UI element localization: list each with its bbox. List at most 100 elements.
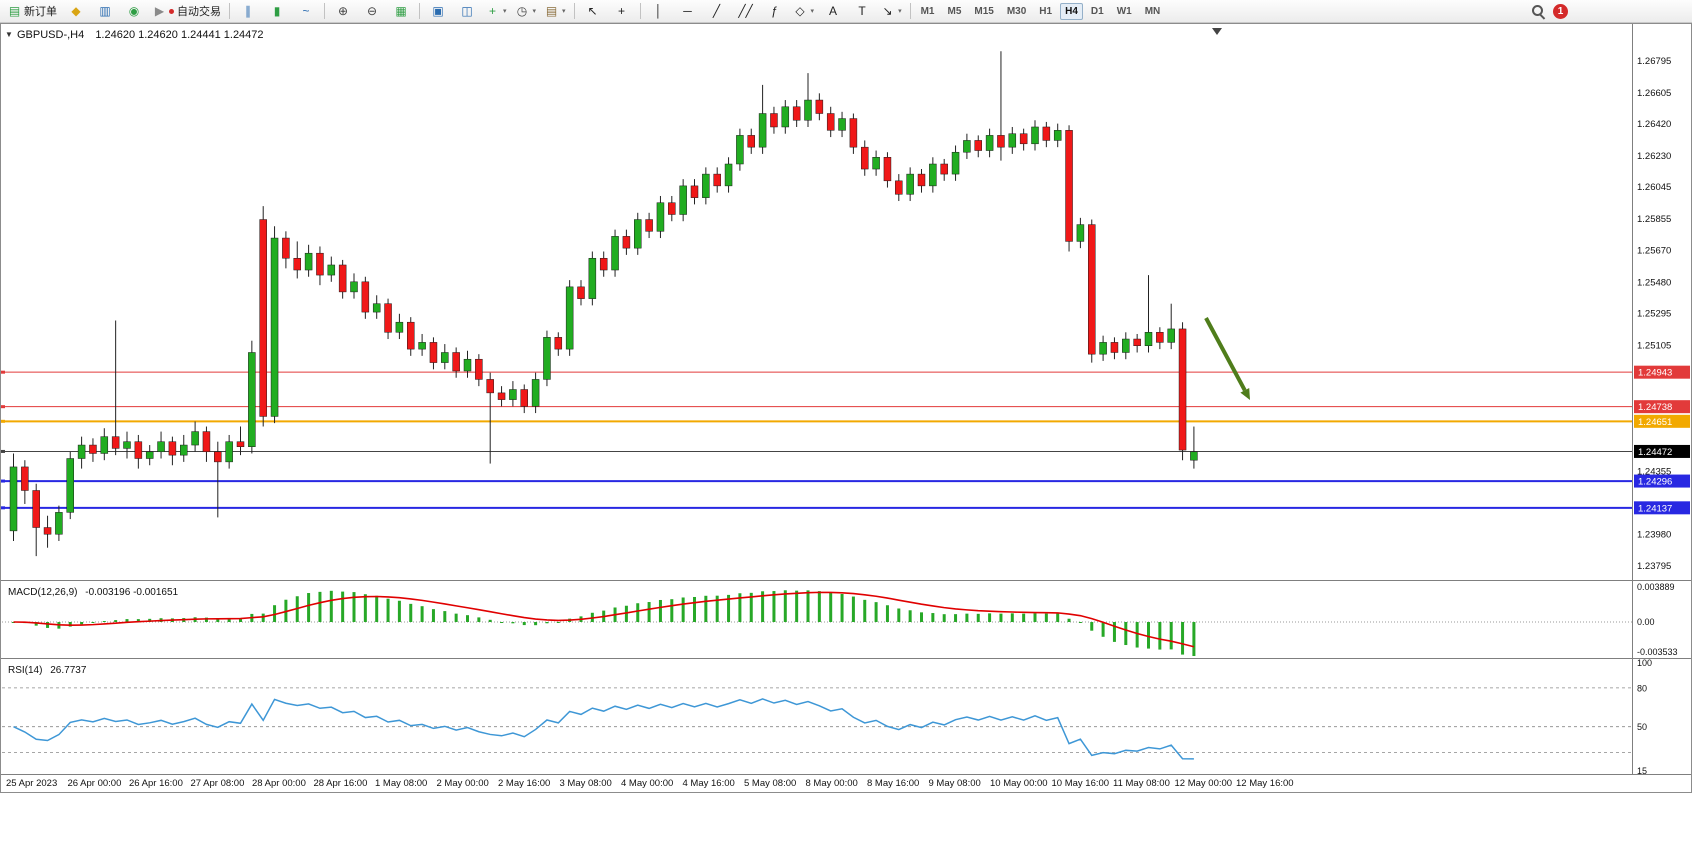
search-button[interactable]	[1524, 1, 1552, 22]
timeframe-h4[interactable]: H4	[1060, 2, 1083, 20]
shapes-button[interactable]: ◇ ▾	[790, 1, 819, 22]
vertical-line-button[interactable]: │	[645, 1, 673, 22]
clock-icon: ◷	[516, 4, 528, 18]
arrows-button[interactable]: ↘ ▾	[877, 1, 906, 22]
bars-chart-button[interactable]: ∥	[234, 1, 262, 22]
chart-background	[1, 24, 1691, 792]
macd-histogram-bar	[658, 599, 662, 622]
macd-histogram-bar	[329, 590, 333, 622]
cursor-button[interactable]: ↖	[579, 1, 607, 22]
chart-symbol-title: GBPUSD-,H4	[17, 29, 84, 41]
time-axis: 25 Apr 2023 26 Apr 00:00 26 Apr 16:00 27 Ap…	[6, 778, 1294, 789]
rsi-axis-label: 80	[1637, 683, 1647, 693]
crosshair-button[interactable]: +	[608, 1, 636, 22]
time-axis-label: 28 Apr 00:00	[252, 778, 306, 789]
timeframe-m30[interactable]: M30	[1006, 5, 1027, 17]
chart-ohlc-values: 1.24620 1.24620 1.24441 1.24472	[95, 29, 263, 41]
macd-histogram-bar	[693, 596, 696, 622]
macd-histogram-bar	[897, 608, 901, 622]
zoom-in-button[interactable]: ⊕	[329, 1, 357, 22]
arrange-windows-button[interactable]: ◫	[453, 1, 481, 22]
notification-badge[interactable]: 1	[1553, 3, 1568, 19]
timeframe-m1[interactable]: M1	[920, 5, 935, 17]
price-line-left-marker	[0, 405, 5, 409]
time-axis-label: 26 Apr 00:00	[68, 778, 122, 789]
trend-arrow[interactable]	[1204, 317, 1250, 400]
time-axis-label: 26 Apr 16:00	[129, 778, 183, 789]
new-order-button[interactable]: ▤ 新订单	[4, 1, 61, 22]
price-line-tag-label: 1.24651	[1638, 417, 1672, 428]
candles-chart-button[interactable]: ▮	[263, 1, 291, 22]
cascade-windows-button[interactable]: ▣	[424, 1, 452, 22]
tile-windows-button[interactable]: ▦	[387, 1, 415, 22]
periods-button[interactable]: ◷ ▾	[512, 1, 541, 22]
timeframe-m15[interactable]: M15	[974, 5, 994, 17]
macd-histogram-bar	[273, 605, 277, 622]
macd-histogram-bar	[1181, 622, 1185, 655]
macd-histogram-bar	[477, 617, 481, 622]
label-button[interactable]: T	[848, 1, 876, 22]
indicators-button[interactable]: + ▾	[482, 1, 511, 22]
macd-histogram-bar	[386, 598, 390, 622]
macd-histogram-bar	[749, 592, 753, 622]
macd-histogram-bar	[715, 595, 719, 622]
macd-histogram-bar	[102, 621, 106, 623]
timeframe-w1[interactable]: W1	[1116, 5, 1132, 17]
templates-button[interactable]: ▤ ▾	[541, 1, 570, 22]
zoom-in-icon: ⊕	[337, 4, 349, 18]
arrow-object-icon: ↘	[882, 4, 893, 18]
macd-histogram-bar	[204, 617, 208, 622]
macd-histogram-bar	[511, 622, 515, 624]
price-axis-label: 1.26605	[1637, 88, 1671, 99]
price-line-tag-label: 1.24472	[1638, 447, 1672, 458]
horizontal-line-button[interactable]: ─	[674, 1, 702, 22]
line-chart-button[interactable]: ~	[292, 1, 320, 22]
timeframe-m5[interactable]: M5	[947, 5, 962, 17]
macd-histogram-bar	[431, 609, 435, 622]
chart-shift-marker[interactable]	[1212, 28, 1222, 35]
zoom-out-button[interactable]: ⊖	[358, 1, 386, 22]
macd-panel: 0.003889 0.00 -0.003533	[2, 582, 1678, 657]
macd-histogram-bar	[954, 614, 958, 622]
data-window-button[interactable]: ▥	[91, 1, 119, 22]
macd-histogram-bar	[817, 591, 821, 622]
timeframe-h1[interactable]: H1	[1039, 5, 1053, 17]
macd-histogram-bar	[1147, 622, 1150, 649]
navigator-button[interactable]: ◉	[120, 1, 148, 22]
trendline-button[interactable]: ╱	[703, 1, 731, 22]
rsi-panel: 100 80 50 15	[2, 658, 1652, 776]
timeframe-d1[interactable]: D1	[1090, 5, 1104, 17]
price-axis-label: 1.23795	[1637, 561, 1671, 572]
macd-values: -0.003196 -0.001651	[85, 587, 178, 598]
collapse-chart-icon[interactable]: ▼	[5, 30, 13, 39]
algo-trading-button[interactable]: ▶ 自动交易	[149, 1, 225, 22]
macd-histogram-bar	[1033, 613, 1037, 622]
fibonacci-button[interactable]: ƒ	[761, 1, 789, 22]
macd-histogram-bar	[443, 611, 447, 622]
time-axis-label: 5 May 08:00	[744, 778, 796, 789]
rsi-axis-label: 15	[1637, 766, 1647, 776]
rsi-axis-label: 50	[1637, 722, 1647, 732]
timeframe-mn[interactable]: MN	[1144, 5, 1161, 17]
market-watch-button[interactable]: ◆	[62, 1, 90, 22]
fibonacci-icon: ƒ	[771, 4, 778, 18]
price-axis-label: 1.25855	[1637, 214, 1671, 225]
macd-histogram-bar	[636, 603, 640, 622]
text-icon: A	[829, 4, 838, 18]
macd-histogram-bar	[1067, 618, 1071, 622]
channel-button[interactable]: ╱╱	[732, 1, 760, 22]
toolbar-separator	[639, 3, 641, 19]
macd-histogram-bar	[352, 592, 356, 622]
macd-histogram-bar	[1056, 613, 1060, 622]
macd-histogram-bar	[1022, 613, 1026, 622]
price-line-left-marker	[0, 419, 5, 423]
text-button[interactable]: A	[819, 1, 847, 22]
price-axis-label: 1.26420	[1637, 119, 1671, 130]
macd-histogram-bar	[1135, 622, 1139, 648]
macd-axis-label: 0.00	[1637, 617, 1655, 627]
cascade-windows-icon: ▣	[432, 4, 444, 18]
line-chart-icon: ~	[302, 4, 310, 18]
time-axis-label: 8 May 16:00	[867, 778, 919, 789]
